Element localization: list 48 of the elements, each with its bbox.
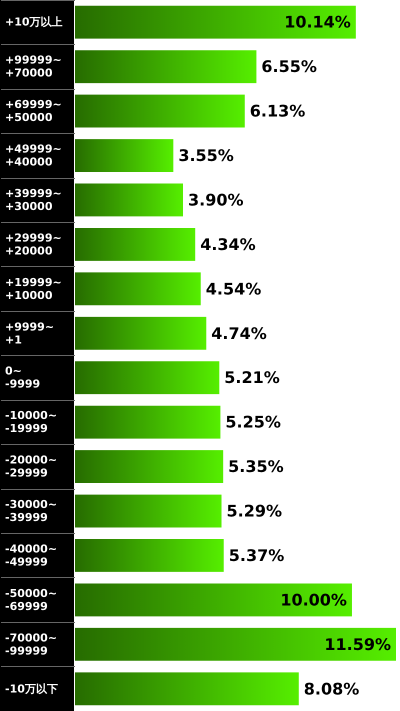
data-label: 4.54%: [206, 279, 262, 298]
y-tick-label: +10万以上: [5, 16, 63, 29]
y-tick-label: +39999~ +30000: [5, 186, 62, 213]
bar: [75, 184, 184, 216]
y-tick-label: +49999~ +40000: [5, 142, 62, 169]
y-tick-label: -10万以下: [5, 682, 58, 696]
bar: [75, 6, 356, 39]
data-label: 3.90%: [188, 190, 244, 210]
bar: [75, 672, 299, 706]
y-tick-label: -30000~ -39999: [5, 498, 58, 524]
data-label: 5.37%: [228, 546, 284, 565]
data-label: 6.13%: [250, 102, 306, 121]
bar: [75, 139, 174, 172]
data-label: 11.59%: [324, 634, 391, 654]
bar: [75, 316, 206, 350]
data-label: 10.14%: [284, 12, 351, 32]
bar: [75, 228, 196, 261]
bar: [75, 406, 220, 439]
data-label: 3.55%: [178, 146, 234, 166]
data-label: 10.00%: [280, 590, 347, 610]
y-tick-label: 0~ -9999: [5, 364, 40, 391]
data-label: 4.34%: [200, 234, 256, 254]
data-label: 6.55%: [261, 57, 317, 76]
data-label: 5.29%: [226, 502, 282, 521]
bar: [75, 583, 352, 616]
bar: [75, 450, 224, 484]
y-tick-label: -40000~ -49999: [5, 542, 58, 568]
y-tick-label: -20000~ -29999: [5, 454, 58, 480]
bar: [75, 494, 222, 528]
bar: [75, 361, 220, 394]
data-label: 5.21%: [224, 368, 280, 388]
y-tick-label: -70000~ -99999: [5, 631, 58, 658]
data-label: 4.74%: [211, 324, 267, 343]
y-tick-label: +69999~ +50000: [5, 98, 62, 124]
y-tick-label: -10000~ -19999: [5, 409, 58, 436]
y-tick-label: -50000~ -69999: [5, 586, 58, 613]
y-tick-label: +19999~ +10000: [5, 276, 62, 302]
data-label: 5.25%: [225, 412, 281, 432]
bar: [75, 628, 396, 661]
bar: [75, 272, 201, 306]
y-tick-label: +29999~ +20000: [5, 231, 62, 258]
bar: [75, 50, 256, 84]
bar: [75, 94, 245, 128]
y-tick-label: +9999~ +1: [5, 320, 54, 346]
data-label: 5.35%: [228, 457, 284, 476]
data-label: 8.08%: [304, 679, 360, 698]
bar: [75, 539, 224, 572]
y-tick-label: +99999~ +70000: [5, 54, 62, 80]
